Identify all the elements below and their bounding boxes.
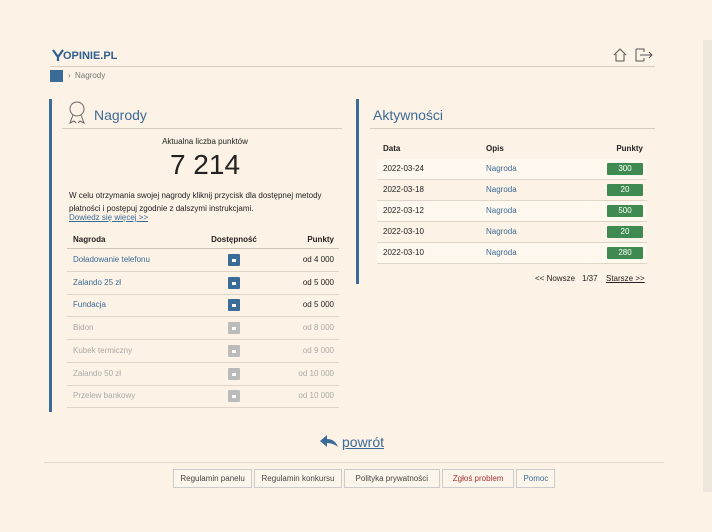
points-badge: 20 xyxy=(607,226,643,238)
reward-points: od 10 000 xyxy=(298,391,334,401)
points-badge: 280 xyxy=(607,247,643,259)
rule xyxy=(370,128,655,129)
reward-name[interactable]: Fundacja xyxy=(73,300,106,310)
row-background xyxy=(377,222,647,242)
activity-desc[interactable]: Nagroda xyxy=(486,206,517,215)
lock-shape xyxy=(232,395,236,399)
pagination-prev[interactable]: << Nowsze xyxy=(535,274,576,283)
activity-date: 2022-03-10 xyxy=(383,248,424,257)
back-link[interactable]: powrót xyxy=(342,434,385,450)
reward-name: Bidon xyxy=(73,323,94,333)
logo[interactable]: OPINIE.PL xyxy=(63,50,118,62)
rule xyxy=(62,128,342,129)
row-rule xyxy=(67,271,339,272)
column-header: Dostępność xyxy=(211,235,257,244)
column-header: Opis xyxy=(486,144,504,153)
reward-name: Zalando 50 zł xyxy=(73,368,122,378)
reward-points: od 9 000 xyxy=(302,345,334,355)
row-background xyxy=(377,201,647,221)
points-badge: 20 xyxy=(607,184,643,196)
points-label: Aktualna liczba punktów xyxy=(162,137,248,146)
activity-desc[interactable]: Nagroda xyxy=(486,164,517,173)
row-rule xyxy=(377,200,647,201)
row-rule xyxy=(377,242,647,243)
footer-button[interactable]: Zgłoś problem xyxy=(441,469,515,488)
row-rule xyxy=(377,179,647,180)
lock-shape xyxy=(232,259,236,262)
more-link[interactable]: Dowiedz się więcej >> xyxy=(69,213,149,222)
description: W celu otrzymania swojej nagrody kliknij… xyxy=(69,191,322,213)
breadcrumb-current: Nagrody xyxy=(75,71,106,80)
reward-name[interactable]: Zalando 25 zł xyxy=(73,277,122,287)
column-header: Nagroda xyxy=(73,235,106,244)
activity-date: 2022-03-12 xyxy=(383,206,424,215)
header-rule xyxy=(50,66,655,67)
footer-button[interactable]: Regulamin konkursu xyxy=(254,469,342,488)
reward-name: Kubek termiczny xyxy=(73,345,133,355)
activity-desc[interactable]: Nagroda xyxy=(486,227,517,236)
activity-desc[interactable]: Nagroda xyxy=(486,185,517,194)
row-rule xyxy=(67,384,339,386)
row-rule xyxy=(377,221,647,222)
row-rule xyxy=(67,248,339,249)
row-background xyxy=(377,243,647,263)
footer-button[interactable]: Polityka prywatności xyxy=(343,469,440,488)
breadcrumb-separator: › xyxy=(68,71,71,80)
activities-title: Aktywności xyxy=(373,107,444,123)
activity-desc[interactable]: Nagroda xyxy=(486,248,517,257)
activity-date: 2022-03-18 xyxy=(383,185,424,194)
reward-points: od 5 000 xyxy=(302,300,334,310)
reward-points: od 4 000 xyxy=(302,255,334,264)
row-background xyxy=(377,159,647,179)
logo-icon xyxy=(52,49,64,61)
footer-rule xyxy=(44,462,664,463)
lock-shape xyxy=(232,349,236,353)
row-rule xyxy=(67,339,339,341)
row-rule xyxy=(67,293,339,295)
activity-date: 2022-03-10 xyxy=(383,227,424,236)
lock-shape xyxy=(232,304,236,308)
rewards-title: Nagrody xyxy=(94,107,147,123)
points-badge: 300 xyxy=(607,163,643,175)
column-header: Data xyxy=(383,144,401,153)
pagination-next[interactable]: Starsze >> xyxy=(606,274,645,283)
reward-points: od 10 000 xyxy=(298,368,334,378)
activities-accent xyxy=(356,99,359,284)
lock-shape xyxy=(232,372,236,376)
row-rule xyxy=(377,263,647,264)
row-rule xyxy=(67,316,339,318)
lock-shape xyxy=(232,281,236,285)
reward-name[interactable]: Doładowanie telefonu xyxy=(73,255,150,264)
medal-icon xyxy=(69,101,85,124)
footer-button[interactable]: Regulamin panelu xyxy=(173,469,253,488)
reward-points: od 5 000 xyxy=(302,277,334,287)
breadcrumb-home[interactable] xyxy=(50,70,63,82)
rewards-accent xyxy=(49,99,52,412)
row-rule xyxy=(67,407,339,409)
points-badge: 500 xyxy=(607,205,643,217)
footer-button[interactable]: Pomoc xyxy=(516,469,556,488)
pagination-page: 1/37 xyxy=(582,274,598,283)
column-header: Punkty xyxy=(616,144,643,153)
activity-date: 2022-03-24 xyxy=(383,164,424,173)
lock-shape xyxy=(232,327,236,331)
reward-points: od 8 000 xyxy=(302,323,334,333)
row-background xyxy=(377,180,647,200)
column-header: Punkty xyxy=(307,235,334,244)
row-rule xyxy=(67,361,339,363)
reward-name: Przelew bankowy xyxy=(73,391,136,401)
back-icon[interactable] xyxy=(319,434,339,448)
scrollbar[interactable] xyxy=(703,40,712,492)
points-value: 7 214 xyxy=(169,149,241,180)
header-icons[interactable] xyxy=(612,47,654,63)
